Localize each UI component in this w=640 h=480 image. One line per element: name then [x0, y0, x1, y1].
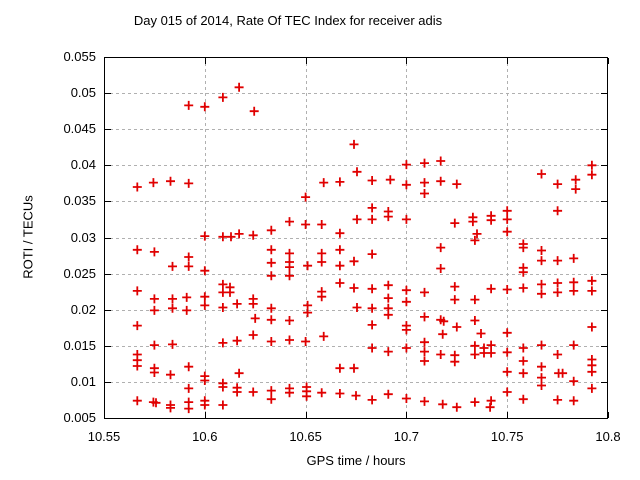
- y-tick-label: 0.05: [70, 85, 96, 101]
- y-tick-label: 0.02: [70, 301, 96, 317]
- y-tick-label: 0.035: [63, 193, 96, 209]
- y-tick-label: 0.055: [63, 49, 96, 64]
- y-tick-label: 0.01: [70, 373, 96, 389]
- grid-lines: [104, 57, 608, 418]
- y-tick-label: 0.005: [63, 410, 96, 425]
- y-tick-label: 0.015: [63, 337, 96, 353]
- x-tick-label: 10.7: [393, 429, 420, 444]
- x-tick-label: 10.55: [87, 429, 121, 444]
- x-tick-label: 10.6: [192, 429, 218, 444]
- y-tick-label: 0.025: [63, 265, 96, 281]
- plot-frame: [104, 57, 608, 419]
- axis-ticks: [104, 57, 609, 419]
- y-tick-label: 0.045: [63, 121, 96, 137]
- x-tick-label: 10.65: [289, 429, 322, 444]
- x-axis-label: GPS time / hours: [306, 453, 406, 468]
- x-tick-label: 10.8: [595, 429, 621, 444]
- y-tick-label: 0.04: [70, 157, 96, 173]
- x-tick-label: 10.75: [490, 429, 524, 444]
- y-tick-label: 0.03: [70, 229, 96, 245]
- data-points: [132, 82, 597, 414]
- chart-title: Day 015 of 2014, Rate Of TEC Index for r…: [133, 13, 443, 28]
